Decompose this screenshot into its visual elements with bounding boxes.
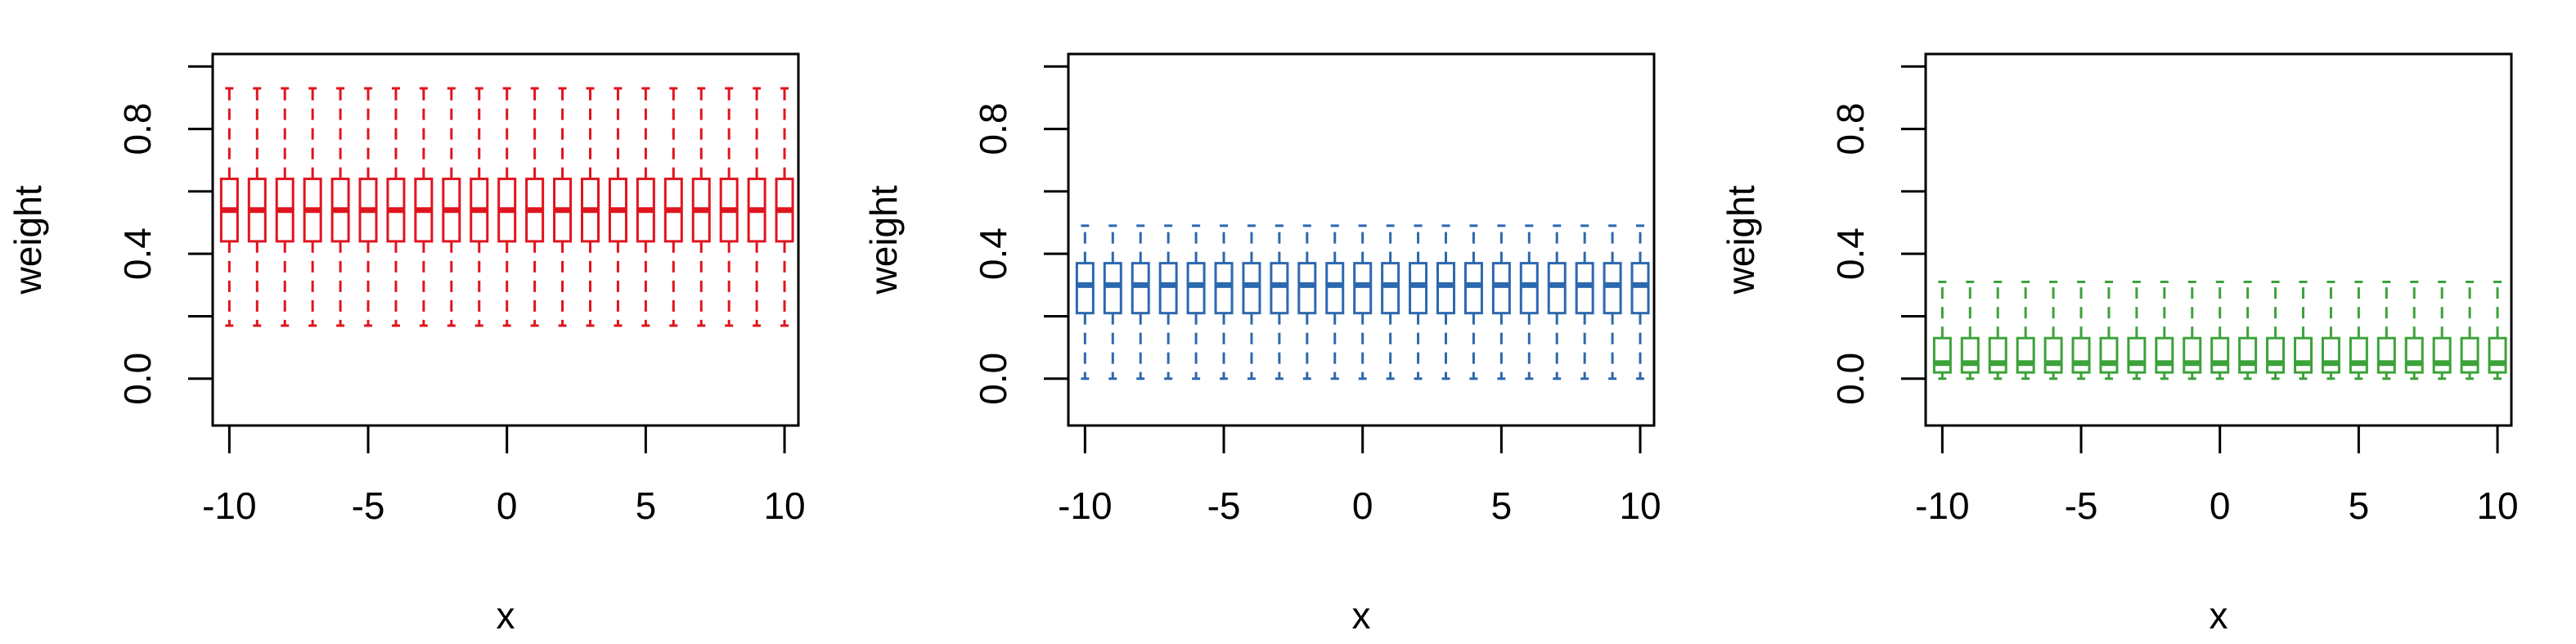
box: [2071, 336, 2091, 374]
x-tick-label: 10: [1619, 484, 1661, 527]
x-tick-label: 0: [1352, 484, 1373, 527]
box: [2266, 336, 2286, 374]
y-tick-label: 0.0: [972, 353, 1014, 405]
y-tick-label: 0.4: [116, 227, 159, 280]
x-tick-label: 0: [2210, 484, 2231, 527]
box: [2404, 336, 2424, 374]
box: [1242, 262, 1261, 315]
box: [2016, 336, 2035, 374]
x-tick-label: 0: [497, 484, 518, 527]
y-tick-label: 0.0: [116, 353, 159, 405]
box: [1603, 262, 1622, 315]
x-tick-label: 10: [2476, 484, 2518, 527]
box: [2376, 336, 2396, 374]
box: [1547, 262, 1567, 315]
box: [1575, 262, 1594, 315]
box: [1409, 262, 1428, 315]
box: [1131, 262, 1150, 315]
box: [1630, 262, 1650, 315]
box: [1325, 262, 1345, 315]
x-tick-label: 5: [1491, 484, 1513, 527]
x-axis-label: x: [1352, 594, 1371, 637]
x-tick-label: -10: [202, 484, 256, 527]
box: [2321, 336, 2340, 374]
y-tick-label: 0.8: [1829, 103, 1872, 155]
x-axis-label: x: [2210, 594, 2228, 637]
box: [1158, 262, 1178, 315]
box: [1519, 262, 1539, 315]
box: [1960, 336, 1980, 374]
x-tick-label: -5: [352, 484, 385, 527]
y-tick-label: 0.0: [1829, 353, 1872, 405]
box: [1075, 262, 1095, 315]
box: [1491, 262, 1511, 315]
x-tick-label: -5: [2065, 484, 2098, 527]
y-tick-label: 0.8: [116, 103, 159, 155]
box: [1214, 262, 1234, 315]
plot-frame: [211, 52, 800, 427]
y-tick-label: 0.4: [972, 227, 1014, 280]
box: [2043, 336, 2063, 374]
x-tick-label: 5: [2349, 484, 2370, 527]
y-axis-label: weight: [862, 185, 905, 295]
box: [1932, 336, 1952, 374]
plot-frame: [1067, 52, 1656, 427]
x-tick-label: 10: [763, 484, 805, 527]
y-tick-label: 0.4: [1829, 227, 1872, 280]
box: [2488, 336, 2507, 374]
box: [2238, 336, 2258, 374]
plot-frame: [1924, 52, 2513, 427]
x-tick-label: 5: [636, 484, 657, 527]
box: [1186, 262, 1206, 315]
y-axis-label: weight: [7, 185, 49, 295]
box: [2293, 336, 2313, 374]
box: [1270, 262, 1289, 315]
box: [1297, 262, 1317, 315]
box: [1463, 262, 1483, 315]
box: [2460, 336, 2479, 374]
box: [2432, 336, 2452, 374]
box: [2210, 336, 2230, 374]
box: [1988, 336, 2007, 374]
box: [2127, 336, 2147, 374]
y-axis-label: weight: [1720, 185, 1762, 295]
box: [2099, 336, 2119, 374]
y-tick-label: 0.8: [972, 103, 1014, 155]
box: [1353, 262, 1373, 315]
box: [1381, 262, 1400, 315]
x-axis-label: x: [497, 594, 515, 637]
x-tick-label: -10: [1058, 484, 1112, 527]
box: [2155, 336, 2174, 374]
x-tick-label: -10: [1915, 484, 1969, 527]
x-tick-label: -5: [1207, 484, 1241, 527]
box: [1436, 262, 1455, 315]
box: [2349, 336, 2368, 374]
box: [1103, 262, 1122, 315]
box: [2183, 336, 2202, 374]
